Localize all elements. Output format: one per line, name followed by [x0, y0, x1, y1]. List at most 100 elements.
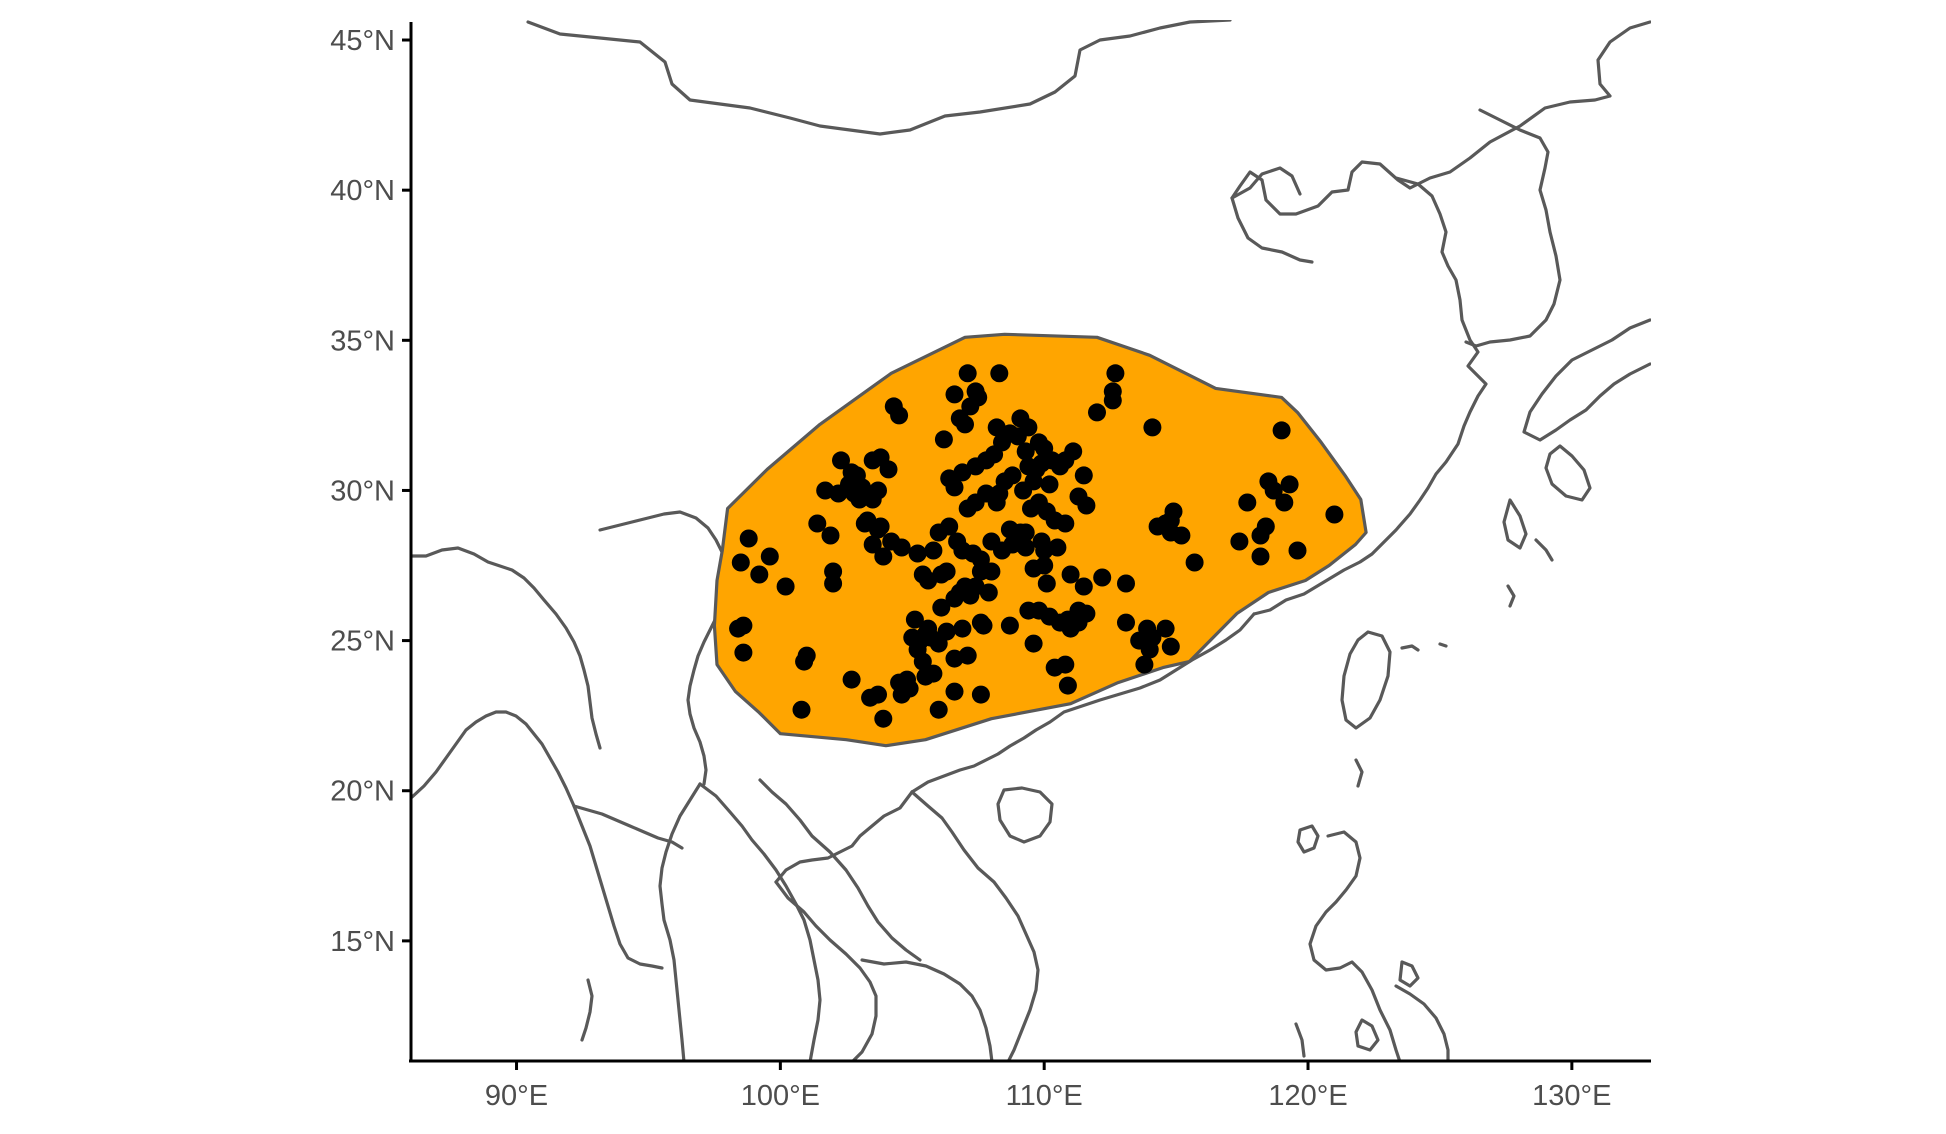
occurrence-point [905, 610, 924, 629]
occurrence-point [1035, 541, 1054, 560]
occurrence-point [1029, 433, 1048, 452]
occurrence-point [958, 364, 977, 383]
occurrence-point [1074, 466, 1093, 485]
y-tick-label: 30°N [330, 475, 395, 507]
occurrence-point [729, 619, 748, 638]
occurrence-point [821, 526, 840, 545]
occurrence-point [1135, 655, 1154, 674]
x-tick-label: 120°E [1268, 1080, 1347, 1112]
occurrence-point [1161, 637, 1180, 656]
occurrence-point [1280, 475, 1299, 494]
occurrence-point [869, 520, 887, 539]
occurrence-point [937, 622, 956, 641]
occurrence-point [892, 538, 911, 557]
occurrence-point [874, 709, 893, 728]
occurrence-point [1093, 568, 1112, 587]
occurrence-point [734, 643, 753, 662]
occurrence-point [1185, 553, 1204, 572]
occurrence-point [1164, 502, 1183, 521]
occurrence-point [971, 613, 990, 632]
occurrence-point [1061, 565, 1080, 584]
occurrence-point [1014, 481, 1033, 500]
occurrence-point [990, 364, 1009, 383]
occurrence-point [1016, 523, 1035, 542]
occurrence-point [1117, 613, 1135, 632]
occurrence-point [1143, 418, 1162, 437]
occurrence-point [879, 460, 898, 479]
occurrence-point [842, 670, 861, 689]
x-tick-label: 130°E [1532, 1080, 1611, 1112]
occurrence-point [1024, 634, 1043, 653]
y-tick-label: 25°N [330, 626, 395, 658]
occurrence-point [1019, 601, 1038, 620]
occurrence-point [1000, 424, 1019, 443]
occurrence-point [919, 571, 938, 590]
occurrence-point [979, 583, 998, 602]
occurrence-point [1058, 676, 1077, 695]
x-tick-label: 100°E [741, 1080, 820, 1112]
occurrence-point [932, 598, 951, 617]
occurrence-point [982, 562, 1001, 581]
occurrence-point [924, 664, 943, 683]
occurrence-point [969, 388, 988, 407]
occurrence-point [760, 547, 779, 566]
occurrence-point [1264, 481, 1283, 500]
occurrence-points-layer [729, 364, 1344, 728]
y-tick-label: 15°N [330, 926, 395, 958]
occurrence-point [792, 700, 811, 719]
occurrence-point [832, 451, 850, 470]
occurrence-point [945, 682, 964, 701]
occurrence-point [824, 562, 843, 581]
occurrence-point [1069, 601, 1088, 620]
occurrence-point [1037, 574, 1056, 593]
occurrence-point [874, 547, 893, 566]
occurrence-point [945, 478, 964, 497]
occurrence-point [1117, 574, 1135, 593]
occurrence-point [1040, 475, 1059, 494]
occurrence-point [995, 472, 1014, 491]
y-tick-label: 45°N [330, 25, 395, 57]
occurrence-point [869, 685, 887, 704]
occurrence-point [1156, 619, 1175, 638]
occurrence-point [900, 679, 919, 698]
occurrence-point [1088, 403, 1106, 422]
occurrence-point [916, 625, 935, 644]
occurrence-point [956, 415, 974, 434]
basemap-outlines [411, 20, 1651, 1060]
occurrence-point [924, 541, 943, 560]
occurrence-point [945, 385, 964, 404]
occurrence-point [1230, 532, 1249, 551]
occurrence-point [1056, 655, 1075, 674]
occurrence-point [1251, 547, 1270, 566]
occurrence-point [1325, 505, 1344, 524]
occurrence-point [958, 646, 977, 665]
occurrence-point [1000, 520, 1019, 539]
occurrence-point [1074, 577, 1093, 596]
occurrence-point [863, 490, 882, 509]
occurrence-point [1077, 496, 1096, 515]
occurrence-point [971, 685, 990, 704]
y-axis-ticks: 15°N 20°N 25°N 30°N 35°N 40°N 45°N [330, 25, 411, 958]
occurrence-point [929, 700, 948, 719]
occurrence-point [1024, 559, 1043, 578]
occurrence-point [1256, 517, 1275, 536]
occurrence-point [776, 577, 795, 596]
x-tick-label: 110°E [1006, 1080, 1083, 1112]
occurrence-point [908, 544, 927, 563]
occurrence-point [940, 517, 959, 536]
x-axis-ticks: 90°E 100°E 110°E 120°E 130°E [485, 1061, 1612, 1112]
x-tick-label: 90°E [485, 1080, 548, 1112]
occurrence-point [795, 652, 814, 671]
occurrence-point [1019, 418, 1038, 437]
occurrence-point [750, 565, 769, 584]
occurrence-point [842, 472, 861, 491]
occurrence-point [1275, 493, 1294, 512]
occurrence-point [863, 535, 882, 554]
occurrence-point [1016, 442, 1035, 461]
occurrence-point [1172, 526, 1191, 545]
occurrence-point [1288, 541, 1307, 560]
occurrence-point [950, 583, 969, 602]
occurrence-point [1103, 382, 1122, 401]
occurrence-point [890, 406, 909, 425]
